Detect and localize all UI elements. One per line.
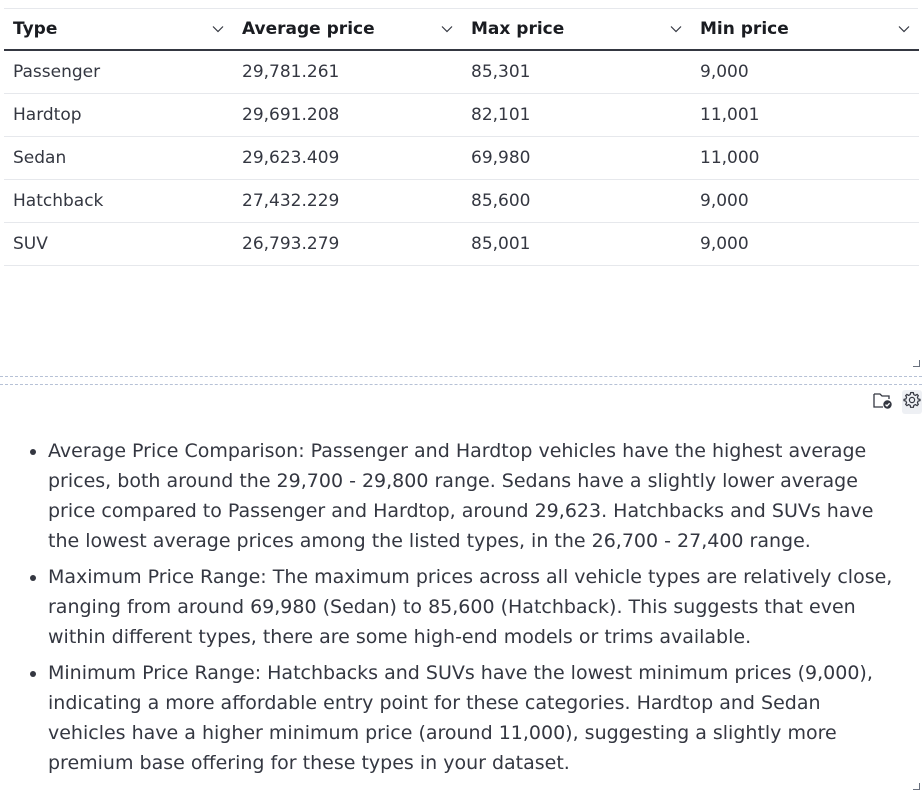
chevron-down-icon[interactable] (897, 22, 911, 36)
table-cell-type: Hardtop (4, 93, 233, 137)
insight-item: Average Price Comparison: Passenger and … (48, 436, 900, 556)
column-header-average-price[interactable]: Average price (233, 9, 462, 51)
table-header-row: Type Average price (4, 9, 919, 51)
table-cell-max-price: 82,101 (462, 93, 691, 137)
column-header-label: Average price (242, 19, 375, 39)
column-header-type[interactable]: Type (4, 9, 233, 51)
table-cell-average-price: 27,432.229 (233, 179, 462, 223)
table-cell-average-price: 29,781.261 (233, 50, 462, 94)
table-cell-min-price: 11,000 (691, 136, 919, 180)
table-cell-min-price: 9,000 (691, 222, 919, 266)
chevron-down-icon[interactable] (440, 22, 454, 36)
table-row: Sedan 29,623.409 69,980 11,000 (4, 136, 919, 180)
table-top-border (4, 8, 918, 9)
table-cell-type: Hatchback (4, 179, 233, 223)
insights-panel: Average Price Comparison: Passenger and … (0, 386, 922, 793)
table-cell-type: Sedan (4, 136, 233, 180)
column-header-max-price[interactable]: Max price (462, 9, 691, 51)
save-to-folder-button[interactable] (872, 390, 894, 414)
table-cell-min-price: 11,001 (691, 93, 919, 137)
save-to-folder-icon (872, 390, 894, 414)
column-header-min-price[interactable]: Min price (691, 9, 919, 51)
table-cell-average-price: 26,793.279 (233, 222, 462, 266)
chevron-down-icon[interactable] (211, 22, 225, 36)
table-cell-min-price: 9,000 (691, 179, 919, 223)
table-cell-average-price: 29,623.409 (233, 136, 462, 180)
panel-splitter[interactable] (0, 376, 922, 385)
panel-resize-handle[interactable] (913, 360, 920, 367)
table-cell-max-price: 85,301 (462, 50, 691, 94)
insight-item: Maximum Price Range: The maximum prices … (48, 562, 900, 652)
column-header-label: Min price (700, 19, 789, 39)
chevron-down-icon[interactable] (669, 22, 683, 36)
data-table: Type Average price (4, 9, 919, 266)
table-cell-max-price: 69,980 (462, 136, 691, 180)
table-row: Hatchback 27,432.229 85,600 9,000 (4, 179, 919, 223)
table-panel: Type Average price (0, 0, 922, 372)
settings-button[interactable] (902, 390, 922, 414)
table-cell-type: SUV (4, 222, 233, 266)
insights-list: Average Price Comparison: Passenger and … (0, 436, 922, 784)
table-cell-max-price: 85,001 (462, 222, 691, 266)
table-row: Passenger 29,781.261 85,301 9,000 (4, 50, 919, 94)
insight-item: Minimum Price Range: Hatchbacks and SUVs… (48, 658, 900, 778)
table-cell-type: Passenger (4, 50, 233, 94)
panel-toolbar (872, 390, 922, 414)
table-row: Hardtop 29,691.208 82,101 11,001 (4, 93, 919, 137)
table-cell-min-price: 9,000 (691, 50, 919, 94)
table-cell-average-price: 29,691.208 (233, 93, 462, 137)
panel-resize-handle[interactable] (913, 783, 920, 790)
table-cell-max-price: 85,600 (462, 179, 691, 223)
column-header-label: Type (13, 19, 58, 39)
column-header-label: Max price (471, 19, 565, 39)
table-row: SUV 26,793.279 85,001 9,000 (4, 222, 919, 266)
gear-icon (903, 391, 921, 413)
